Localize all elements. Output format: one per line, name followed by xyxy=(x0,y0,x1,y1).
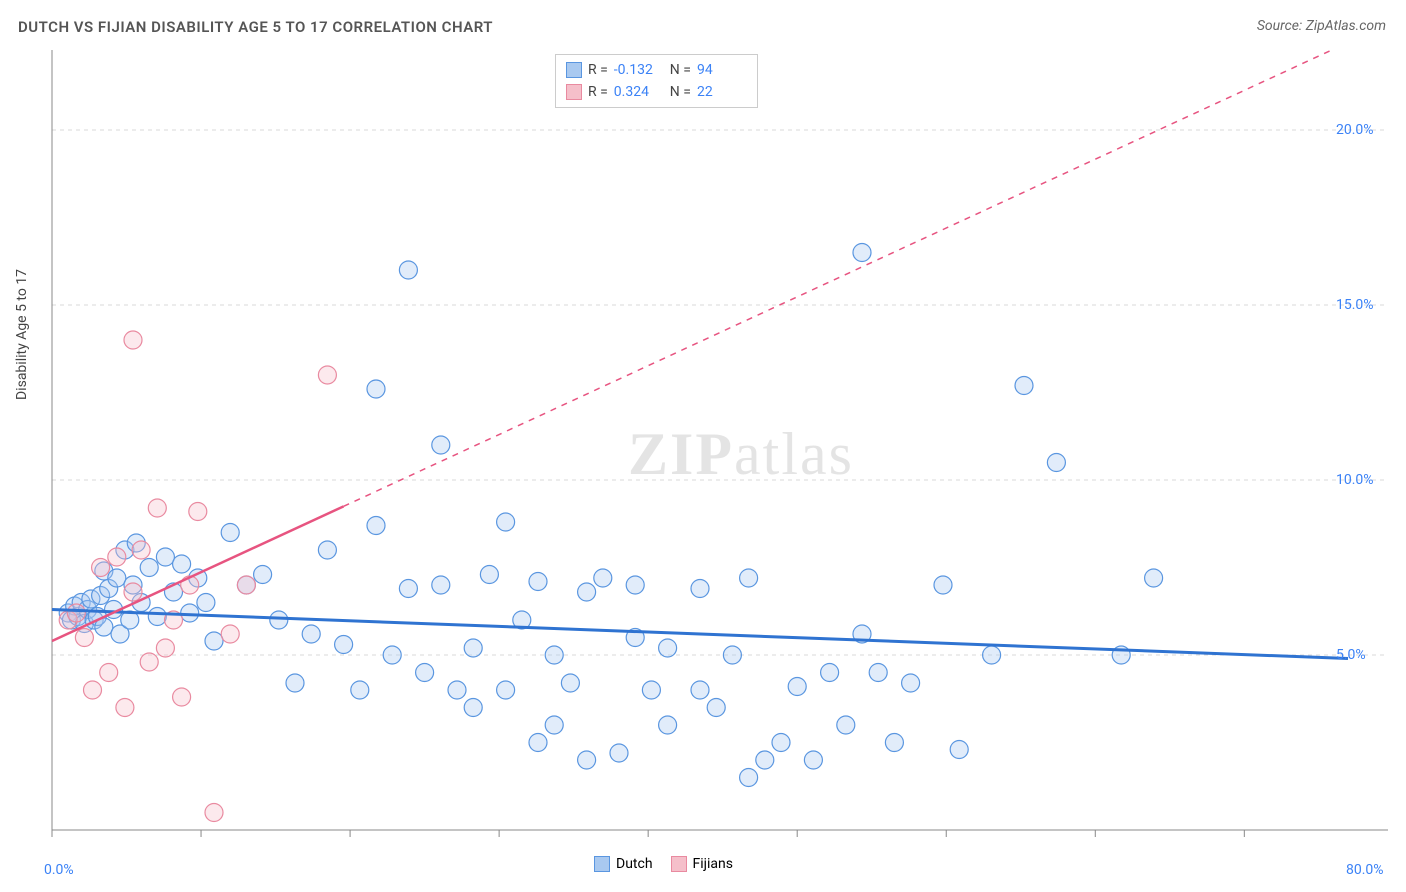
legend-item-dutch: Dutch xyxy=(594,856,653,872)
chart-title: DUTCH VS FIJIAN DISABILITY AGE 5 TO 17 C… xyxy=(18,18,493,36)
x-max-label: 80.0% xyxy=(1346,862,1384,878)
y-grid-label: 10.0% xyxy=(1336,472,1374,488)
swatch-fijians xyxy=(566,84,582,100)
n-label: N = xyxy=(670,59,691,81)
x-origin-label: 0.0% xyxy=(44,862,74,878)
swatch-dutch xyxy=(566,62,582,78)
y-grid-label: 5.0% xyxy=(1336,647,1366,663)
y-grid-label: 15.0% xyxy=(1336,297,1374,313)
n-label: N = xyxy=(670,81,691,103)
swatch-dutch xyxy=(594,856,610,872)
plot-area: ZIPatlas xyxy=(48,50,1388,840)
r-value-fijians: 0.324 xyxy=(614,81,664,103)
n-value-fijians: 22 xyxy=(697,81,747,103)
y-grid-label: 20.0% xyxy=(1336,122,1374,138)
y-axis-title: Disability Age 5 to 17 xyxy=(14,269,30,400)
r-value-dutch: -0.132 xyxy=(614,59,664,81)
stats-row-dutch: R = -0.132 N = 94 xyxy=(566,59,747,81)
r-label: R = xyxy=(588,81,608,103)
legend-item-fijians: Fijians xyxy=(671,856,733,872)
stats-row-fijians: R = 0.324 N = 22 xyxy=(566,81,747,103)
n-value-dutch: 94 xyxy=(697,59,747,81)
watermark: ZIPatlas xyxy=(628,420,854,489)
legend-label: Fijians xyxy=(693,856,733,872)
swatch-fijians xyxy=(671,856,687,872)
legend-label: Dutch xyxy=(616,856,653,872)
r-label: R = xyxy=(588,59,608,81)
stats-legend-box: R = -0.132 N = 94 R = 0.324 N = 22 xyxy=(555,54,758,108)
legend-box: Dutch Fijians xyxy=(582,852,745,876)
source-label: Source: ZipAtlas.com xyxy=(1257,18,1386,34)
